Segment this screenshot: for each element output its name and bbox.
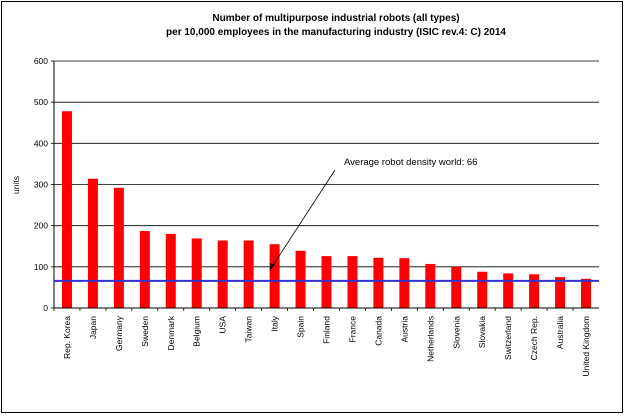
bar — [269, 244, 280, 308]
x-tick-label: Netherlands — [425, 316, 435, 362]
bar — [555, 277, 566, 308]
x-tick-label: Switzerland — [503, 316, 513, 360]
bar — [529, 274, 540, 308]
bar — [581, 278, 592, 308]
x-tick-label: Taiwan — [244, 316, 254, 343]
bar — [165, 233, 176, 308]
y-tick-label: 300 — [34, 180, 48, 190]
x-tick-label: Slovakia — [477, 316, 487, 348]
bar — [243, 240, 254, 308]
y-tick-label: 0 — [43, 303, 48, 313]
x-tick-label: France — [347, 316, 357, 343]
bar — [503, 273, 514, 308]
axes — [53, 61, 599, 309]
y-tick-label: 400 — [34, 138, 48, 148]
x-tick-label: Belgium — [192, 316, 202, 347]
bar — [399, 258, 410, 308]
x-tick-label: Slovenia — [451, 316, 461, 349]
bar — [87, 178, 98, 308]
bar — [321, 256, 332, 308]
x-tick-label: Japan — [88, 316, 98, 339]
bar — [295, 250, 306, 308]
bar — [477, 271, 488, 308]
x-tick-labels: Rep. Korea Japan Germany Sweden Denmark Belgi… — [62, 315, 591, 376]
x-tick-label: Czech Rep. — [529, 316, 539, 360]
x-tick-label: Canada — [373, 316, 383, 346]
bar — [113, 187, 124, 308]
bar — [425, 263, 436, 308]
chart-title-line-1: Number of multipurpose industrial robots… — [212, 13, 459, 24]
bar — [217, 240, 228, 308]
y-tick-label: 500 — [34, 97, 48, 107]
bar — [347, 256, 358, 308]
bars — [61, 111, 592, 309]
bar — [139, 231, 150, 308]
bar — [61, 111, 72, 309]
annotation-arrow — [269, 169, 336, 271]
y-tick-labels: 0 100 200 300 400 500 600 — [34, 56, 48, 313]
y-tick-label: 600 — [34, 56, 48, 66]
y-tick-label: 200 — [34, 221, 48, 231]
x-tick-label: Germany — [114, 315, 124, 351]
y-axis-label: units — [11, 176, 21, 194]
x-tick-label: Australia — [555, 316, 565, 349]
annotation-text: Average robot density world: 66 — [344, 157, 477, 168]
bar — [373, 257, 384, 308]
x-tick-label: Denmark — [166, 315, 176, 350]
bar — [451, 266, 462, 308]
x-tick-label: United Kingdom — [581, 316, 591, 376]
x-tick-label: Rep. Korea — [62, 316, 72, 359]
x-tick-label: USA — [218, 316, 228, 334]
y-tick-label: 100 — [34, 262, 48, 272]
x-tick-label: Spain — [296, 316, 306, 338]
x-tick-label: Austria — [399, 316, 409, 343]
x-tick-label: Sweden — [140, 316, 150, 347]
bar — [191, 238, 202, 308]
annotation-arrowhead — [270, 263, 275, 270]
x-tick-label: Italy — [270, 315, 280, 331]
x-tick-label: Finland — [322, 316, 332, 344]
chart-title-line-2: per 10,000 employees in the manufacturin… — [166, 27, 506, 38]
